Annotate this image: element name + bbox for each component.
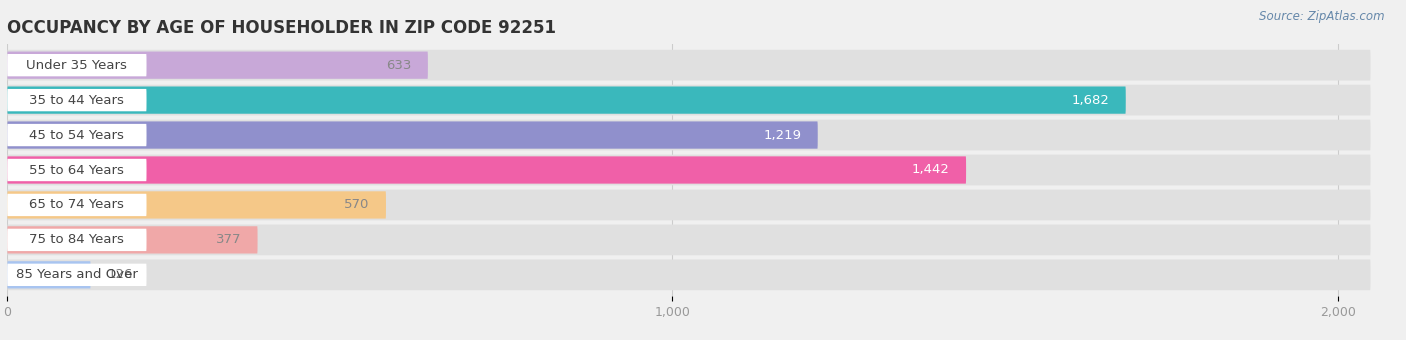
FancyBboxPatch shape <box>7 85 1371 116</box>
FancyBboxPatch shape <box>7 194 146 216</box>
FancyBboxPatch shape <box>7 264 146 286</box>
FancyBboxPatch shape <box>7 224 1371 255</box>
Text: 85 Years and Over: 85 Years and Over <box>15 268 138 281</box>
Text: 45 to 54 Years: 45 to 54 Years <box>30 129 124 141</box>
Text: Under 35 Years: Under 35 Years <box>27 59 128 72</box>
Text: OCCUPANCY BY AGE OF HOUSEHOLDER IN ZIP CODE 92251: OCCUPANCY BY AGE OF HOUSEHOLDER IN ZIP C… <box>7 19 555 37</box>
FancyBboxPatch shape <box>7 89 146 111</box>
Text: 377: 377 <box>215 233 242 246</box>
FancyBboxPatch shape <box>7 54 146 76</box>
Text: Source: ZipAtlas.com: Source: ZipAtlas.com <box>1260 10 1385 23</box>
Text: 570: 570 <box>344 199 370 211</box>
FancyBboxPatch shape <box>7 229 146 251</box>
FancyBboxPatch shape <box>7 155 1371 185</box>
FancyBboxPatch shape <box>7 191 387 219</box>
FancyBboxPatch shape <box>7 52 427 79</box>
Text: 65 to 74 Years: 65 to 74 Years <box>30 199 124 211</box>
Text: 633: 633 <box>387 59 412 72</box>
Text: 1,682: 1,682 <box>1071 94 1109 107</box>
Text: 1,219: 1,219 <box>763 129 801 141</box>
FancyBboxPatch shape <box>7 124 146 146</box>
FancyBboxPatch shape <box>7 190 1371 220</box>
Text: 126: 126 <box>107 268 132 281</box>
FancyBboxPatch shape <box>7 261 90 288</box>
FancyBboxPatch shape <box>7 259 1371 290</box>
FancyBboxPatch shape <box>7 86 1126 114</box>
FancyBboxPatch shape <box>7 50 1371 81</box>
FancyBboxPatch shape <box>7 120 1371 150</box>
FancyBboxPatch shape <box>7 121 818 149</box>
FancyBboxPatch shape <box>7 159 146 181</box>
FancyBboxPatch shape <box>7 156 966 184</box>
Text: 1,442: 1,442 <box>912 164 949 176</box>
Text: 35 to 44 Years: 35 to 44 Years <box>30 94 124 107</box>
FancyBboxPatch shape <box>7 226 257 254</box>
Text: 55 to 64 Years: 55 to 64 Years <box>30 164 124 176</box>
Text: 75 to 84 Years: 75 to 84 Years <box>30 233 124 246</box>
